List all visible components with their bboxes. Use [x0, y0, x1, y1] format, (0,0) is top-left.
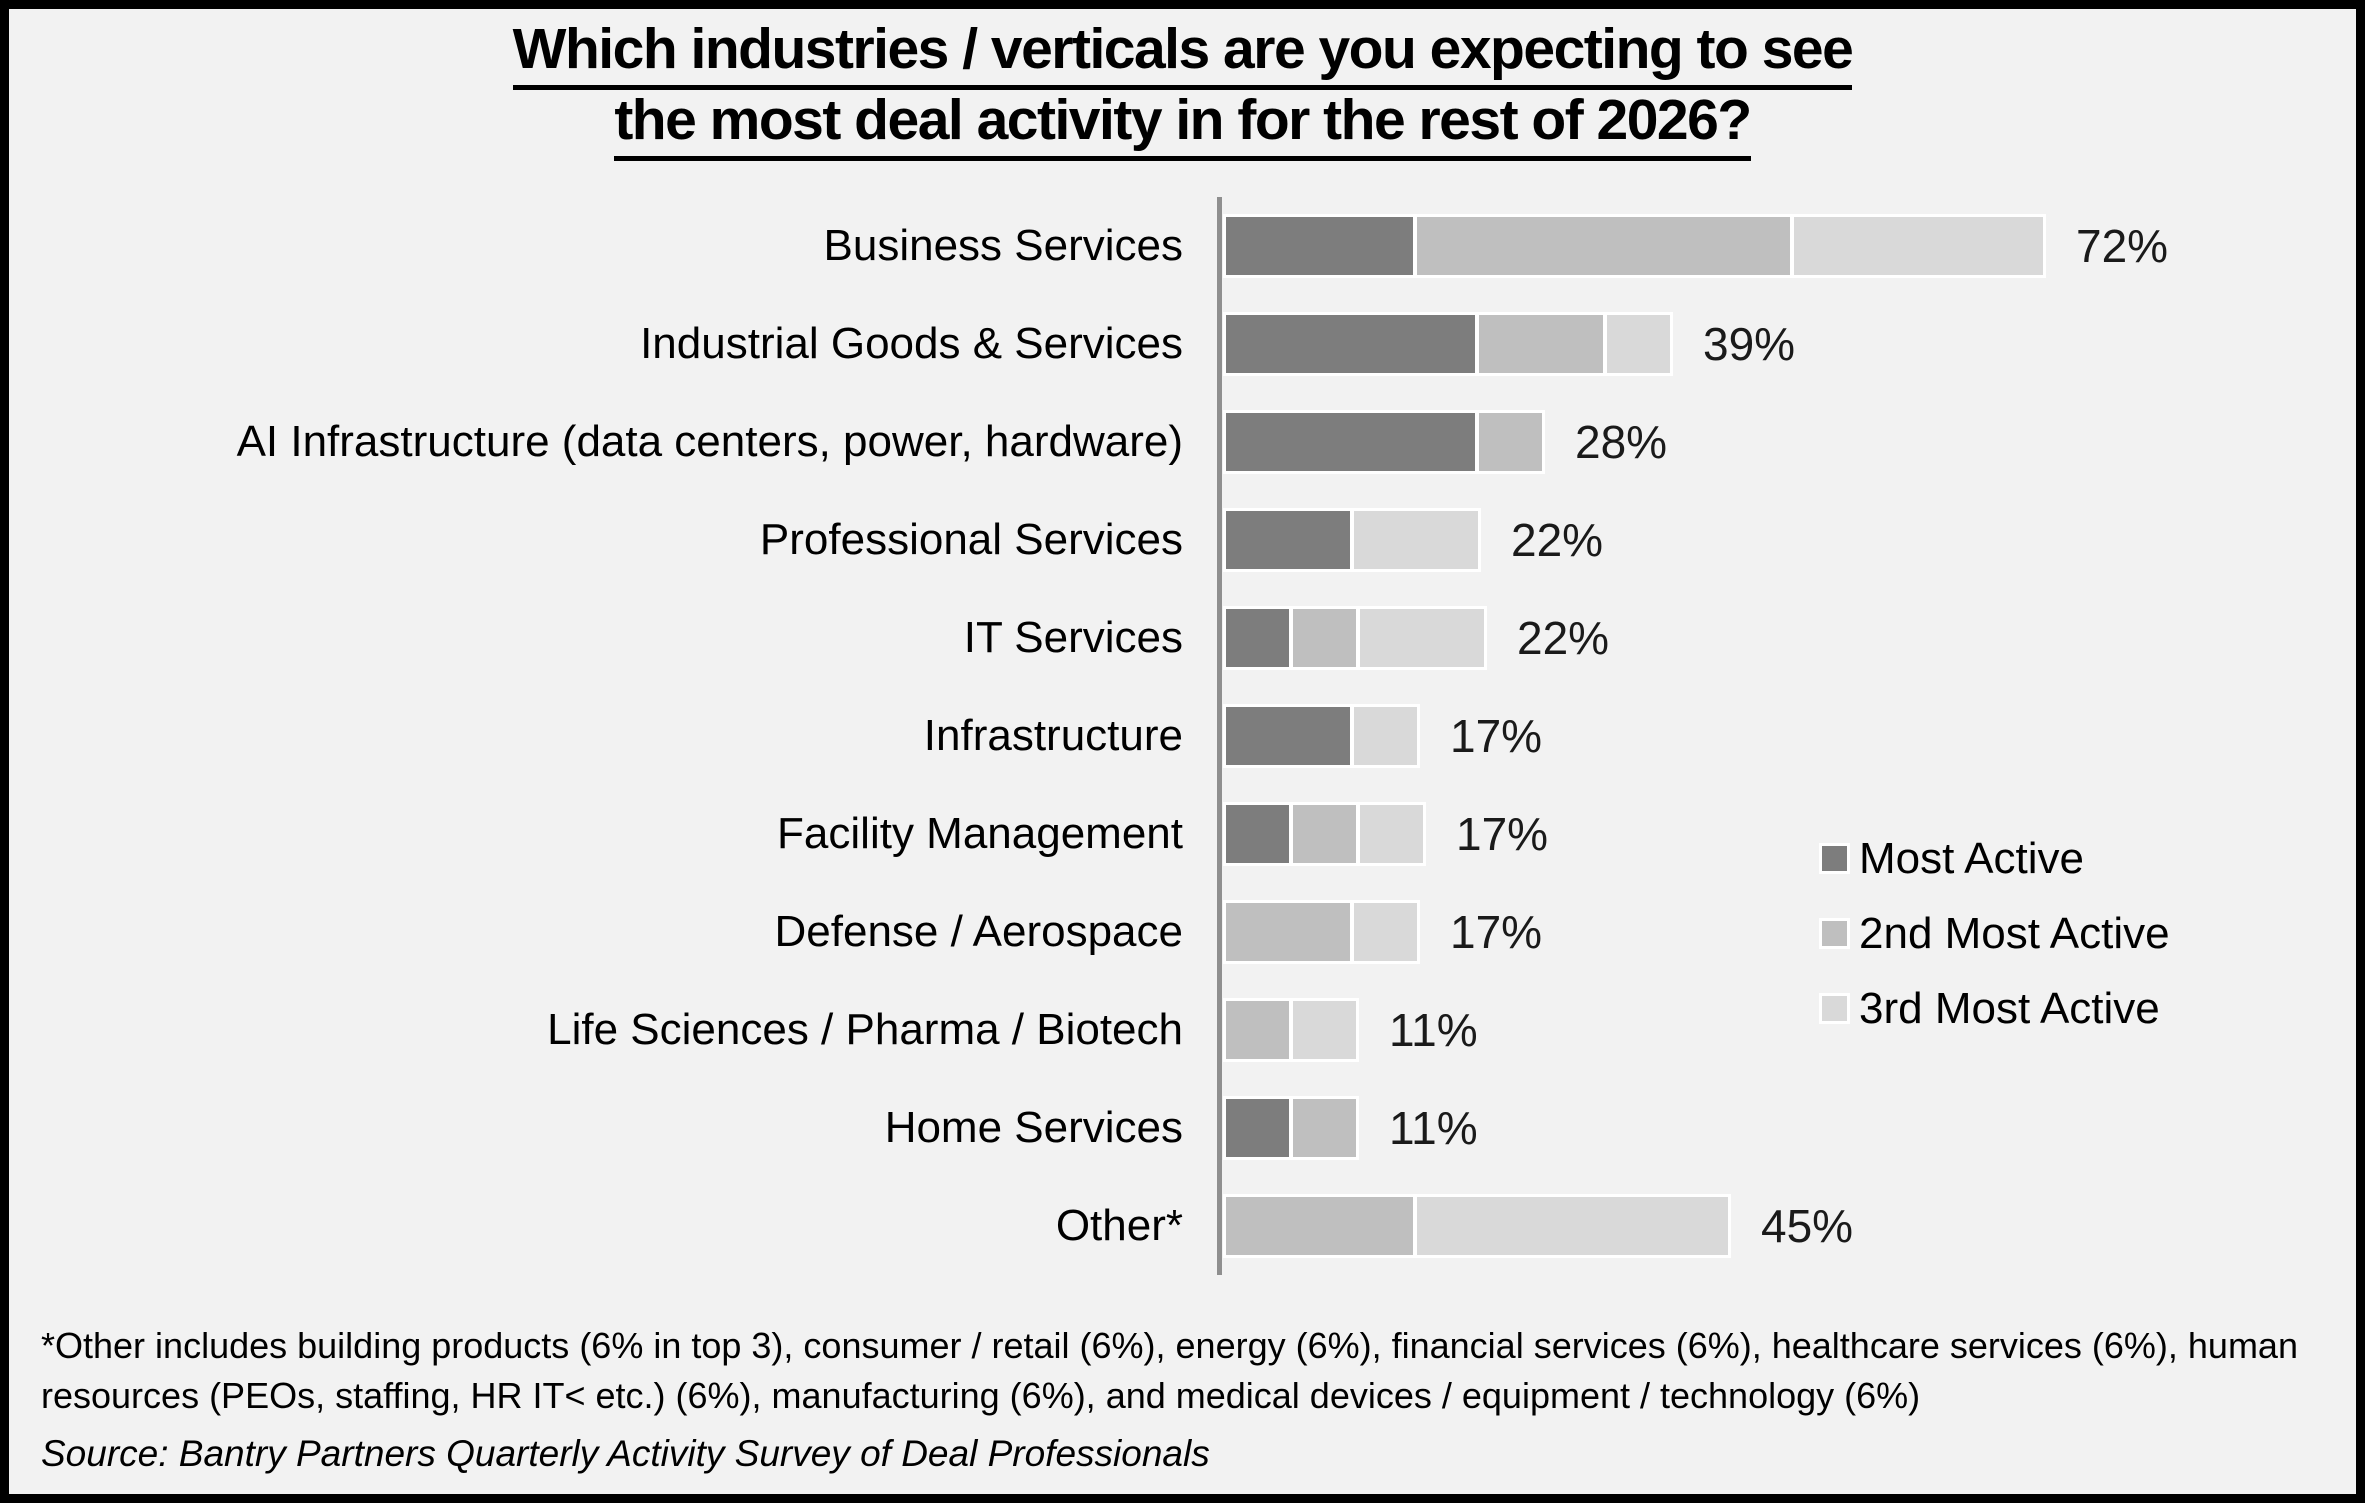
legend-swatch — [1819, 918, 1850, 949]
legend-label: 3rd Most Active — [1859, 983, 2160, 1033]
bar-segment-3rd-most-active — [1354, 903, 1417, 961]
bar-segment-2nd-most-active — [1226, 1197, 1413, 1255]
category-label: IT Services — [963, 613, 1183, 662]
value-label: 39% — [1703, 318, 1796, 370]
stacked-bar — [1223, 900, 1420, 964]
category-label: Defense / Aerospace — [774, 907, 1183, 956]
chart-title-line2: the most deal activity in for the rest o… — [614, 92, 1752, 161]
category-label: Industrial Goods & Services — [640, 319, 1183, 368]
stacked-bar — [1223, 606, 1487, 670]
bar-row: Other* 45% — [9, 1177, 2356, 1275]
value-label: 17% — [1456, 808, 1549, 860]
stacked-bar — [1223, 802, 1426, 866]
bar-segment-3rd-most-active — [1360, 609, 1484, 667]
category-label: Facility Management — [777, 809, 1183, 858]
category-label: Professional Services — [759, 515, 1183, 564]
bar-segment-3rd-most-active — [1360, 805, 1423, 863]
category-label: Home Services — [884, 1103, 1183, 1152]
bar-segment-3rd-most-active — [1417, 1197, 1728, 1255]
bar-row: Infrastructure 17% — [9, 687, 2356, 785]
value-label: 22% — [1517, 612, 1610, 664]
bar-row: Facility Management 17% — [9, 785, 2356, 883]
stacked-bar — [1223, 704, 1420, 768]
bar-segment-most-active — [1226, 217, 1413, 275]
legend-label: Most Active — [1859, 833, 2084, 883]
bar-segment-most-active — [1226, 1099, 1289, 1157]
bar-segment-most-active — [1226, 805, 1289, 863]
bar-row: Home Services 11% — [9, 1079, 2356, 1177]
bar-chart: Business Services 72% Industrial Goods & S… — [9, 197, 2356, 1275]
category-label: Other* — [1055, 1201, 1183, 1250]
value-label: 28% — [1575, 416, 1668, 468]
stacked-bar — [1223, 214, 2046, 278]
bar-row: Business Services 72% — [9, 197, 2356, 295]
legend-item: 2nd Most Active — [1819, 896, 2170, 971]
stacked-bar — [1223, 1194, 1731, 1258]
bar-segment-2nd-most-active — [1479, 315, 1603, 373]
chart-title-line1: Which industries / verticals are you exp… — [512, 21, 1854, 90]
stacked-bar — [1223, 508, 1481, 572]
bar-row: Defense / Aerospace 17% — [9, 883, 2356, 981]
y-axis-line — [1217, 197, 1222, 1275]
bar-segment-3rd-most-active — [1293, 1001, 1356, 1059]
value-label: 72% — [2076, 220, 2169, 272]
bar-row: IT Services 22% — [9, 589, 2356, 687]
stacked-bar — [1223, 312, 1673, 376]
chart-title: Which industries / verticals are you exp… — [9, 21, 2356, 163]
bar-segment-3rd-most-active — [1607, 315, 1670, 373]
bar-segment-most-active — [1226, 511, 1350, 569]
bar-segment-most-active — [1226, 707, 1350, 765]
bar-segment-2nd-most-active — [1226, 903, 1350, 961]
bar-segment-2nd-most-active — [1417, 217, 1790, 275]
source-text: Source: Bantry Partners Quarterly Activi… — [41, 1433, 1210, 1474]
stacked-bar — [1223, 410, 1545, 474]
value-label: 17% — [1450, 906, 1543, 958]
value-label: 11% — [1389, 1004, 1478, 1056]
value-label: 45% — [1761, 1200, 1854, 1252]
bar-rows: Business Services 72% Industrial Goods & S… — [9, 197, 2356, 1275]
bar-row: AI Infrastructure (data centers, power, … — [9, 393, 2356, 491]
bar-segment-2nd-most-active — [1226, 1001, 1289, 1059]
value-label: 22% — [1511, 514, 1604, 566]
bar-segment-most-active — [1226, 413, 1475, 471]
category-label: Infrastructure — [923, 711, 1183, 760]
bar-segment-3rd-most-active — [1794, 217, 2043, 275]
category-label: Business Services — [823, 221, 1183, 270]
bar-segment-most-active — [1226, 315, 1475, 373]
bar-segment-2nd-most-active — [1479, 413, 1542, 471]
bar-segment-2nd-most-active — [1293, 1099, 1356, 1157]
stacked-bar — [1223, 1096, 1359, 1160]
category-label: AI Infrastructure (data centers, power, … — [236, 417, 1183, 466]
legend-swatch — [1819, 993, 1850, 1024]
legend-item: Most Active — [1819, 821, 2170, 896]
bar-row: Industrial Goods & Services 39% — [9, 295, 2356, 393]
bar-segment-3rd-most-active — [1354, 707, 1417, 765]
legend-swatch — [1819, 843, 1850, 874]
bar-row: Professional Services 22% — [9, 491, 2356, 589]
legend: Most Active 2nd Most Active 3rd Most Activ… — [1819, 821, 2170, 1046]
value-label: 17% — [1450, 710, 1543, 762]
category-label: Life Sciences / Pharma / Biotech — [547, 1005, 1183, 1054]
bar-segment-2nd-most-active — [1293, 609, 1356, 667]
stacked-bar — [1223, 998, 1359, 1062]
bar-segment-3rd-most-active — [1354, 511, 1478, 569]
value-label: 11% — [1389, 1102, 1478, 1154]
bar-row: Life Sciences / Pharma / Biotech 11% — [9, 981, 2356, 1079]
legend-item: 3rd Most Active — [1819, 971, 2170, 1046]
bar-segment-2nd-most-active — [1293, 805, 1356, 863]
bar-segment-most-active — [1226, 609, 1289, 667]
footnote-text: *Other includes building products (6% in… — [41, 1325, 2298, 1416]
legend-label: 2nd Most Active — [1859, 908, 2170, 958]
